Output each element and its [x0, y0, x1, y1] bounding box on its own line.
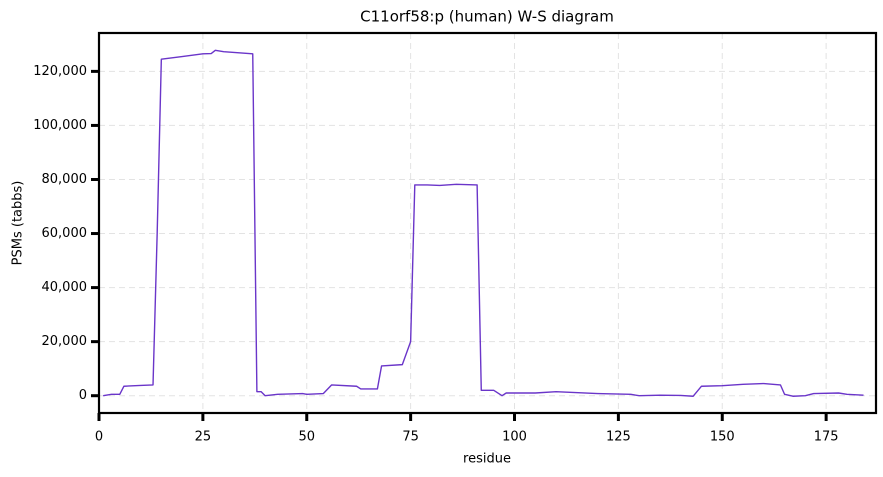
y-tick-label: 80,000 [42, 172, 88, 187]
y-tick-label: 40,000 [42, 280, 88, 295]
y-tick-label: 20,000 [42, 334, 88, 349]
x-axis-label: residue [463, 452, 511, 467]
x-tick-label: 125 [606, 430, 631, 445]
y-tick-label: 120,000 [33, 64, 87, 79]
data-line [103, 49, 864, 397]
x-tick-label: 0 [95, 430, 103, 445]
x-tick-label: 100 [502, 430, 527, 445]
plot-frame [97, 31, 878, 415]
chart-title: C11orf58:p (human) W-S diagram [360, 8, 614, 26]
y-tick-label: 60,000 [42, 226, 88, 241]
x-tick-label: 150 [710, 430, 735, 445]
x-tick-label: 175 [814, 430, 839, 445]
x-tick-label: 25 [195, 430, 212, 445]
y-tick-label: 100,000 [33, 118, 87, 133]
x-tick-label: 50 [298, 430, 315, 445]
y-tick-label: 0 [79, 388, 87, 403]
y-axis-label: PSMs (tabbs) [11, 181, 26, 266]
x-tick-label: 75 [402, 430, 419, 445]
